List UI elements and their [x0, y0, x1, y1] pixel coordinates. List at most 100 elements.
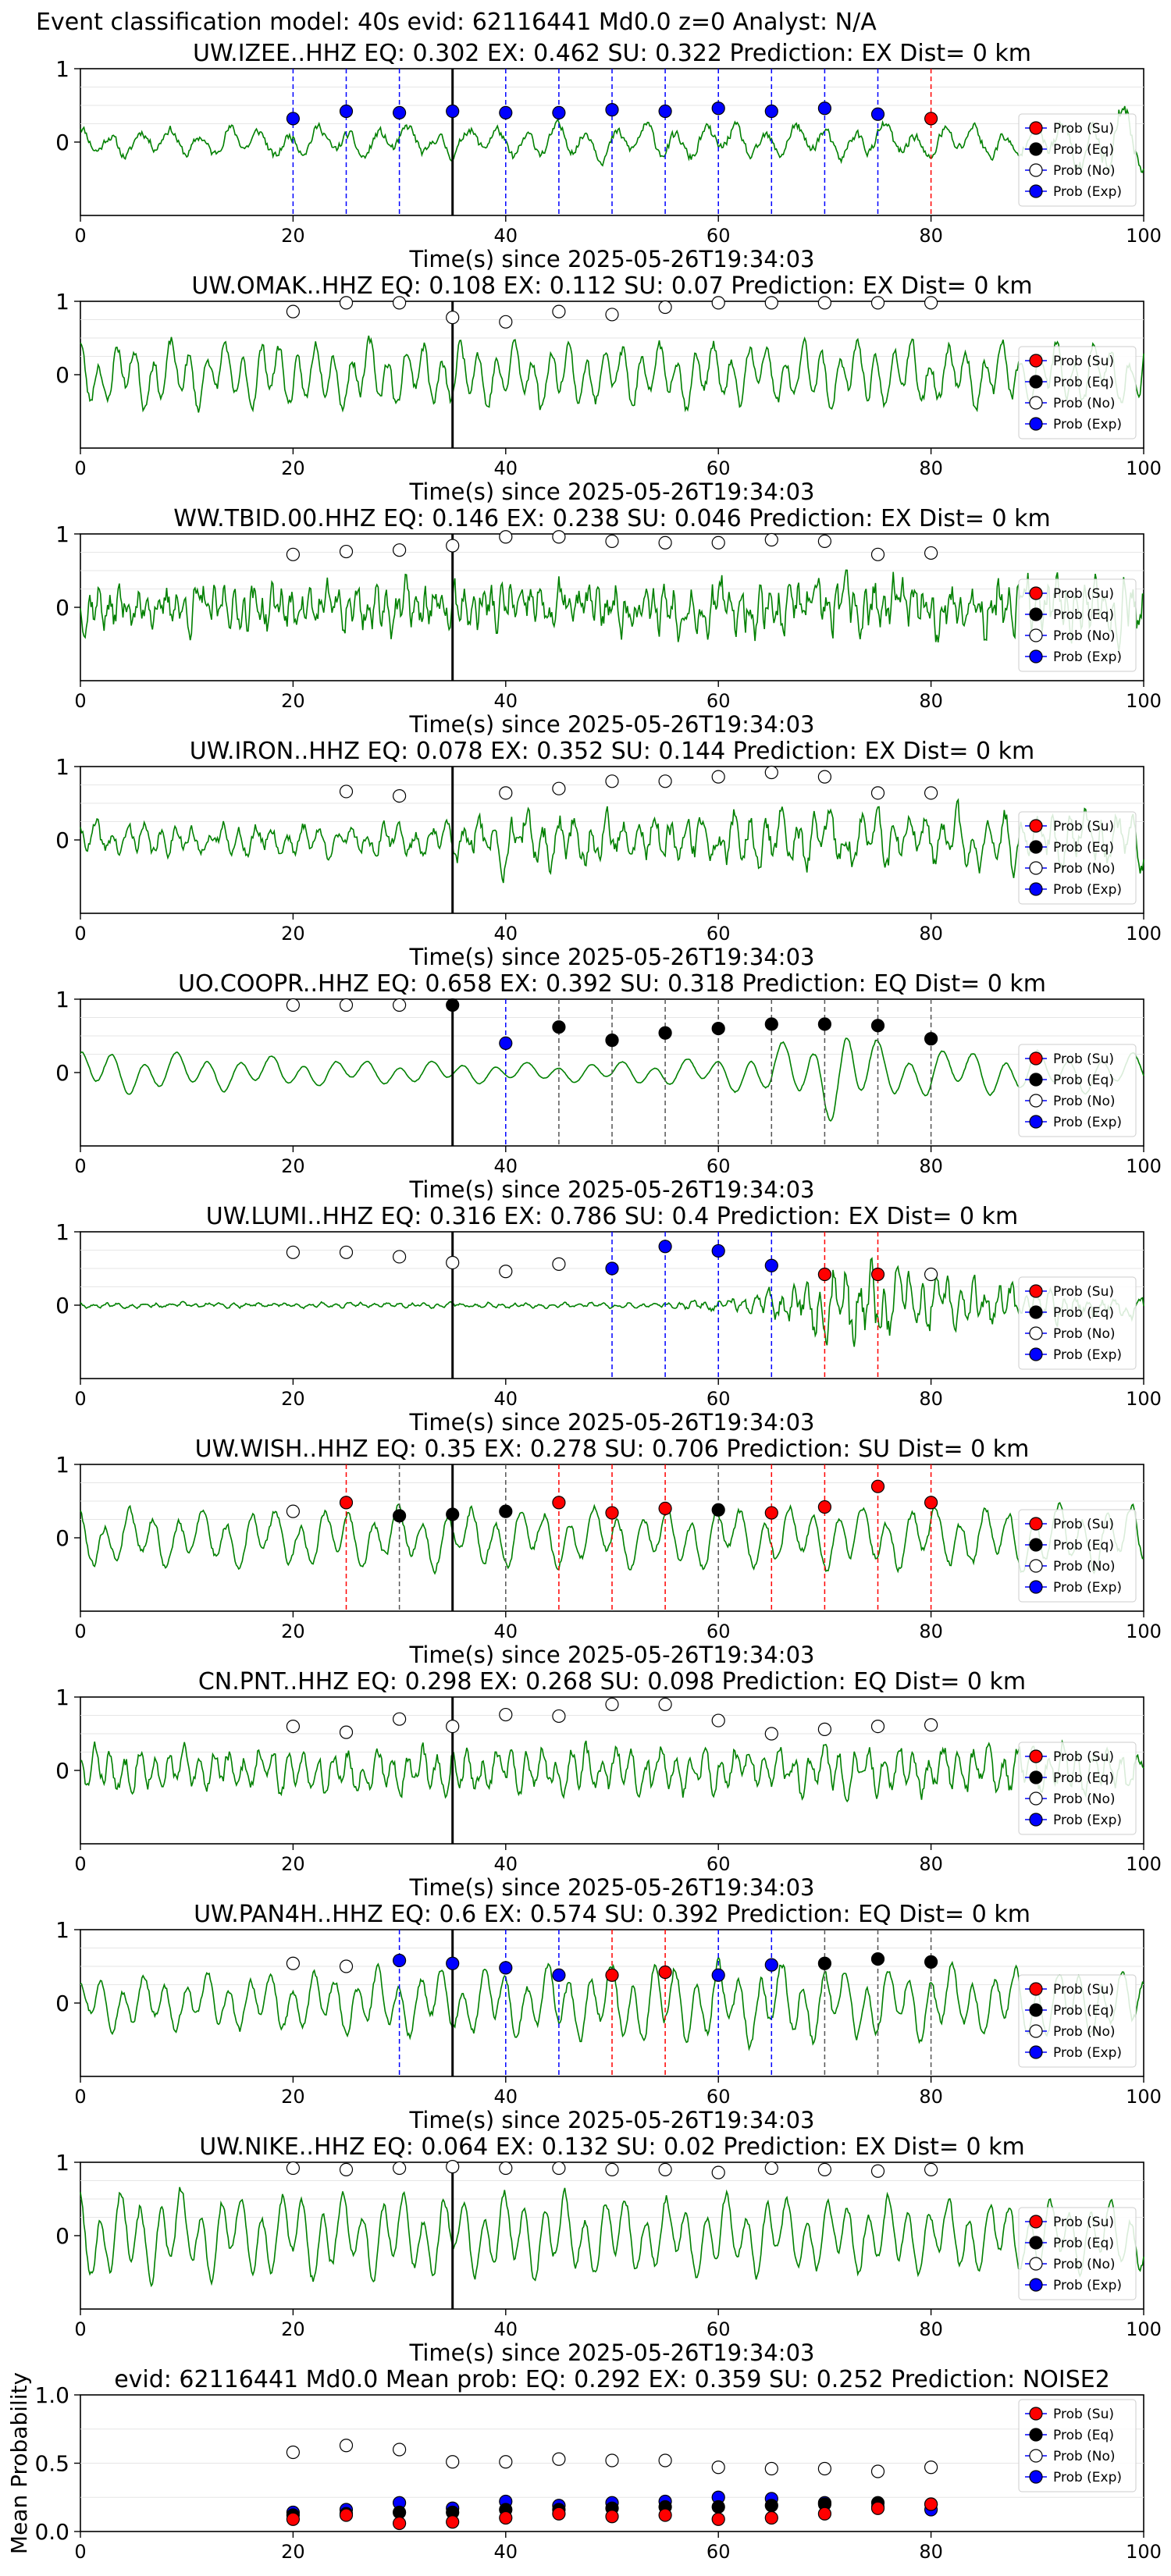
x-tick-label: 60	[707, 1621, 731, 1642]
prob-marker-no	[339, 296, 354, 310]
x-tick-label: 0	[74, 2318, 86, 2340]
legend-marker-su	[1029, 1982, 1043, 1996]
mean-marker-no	[605, 2453, 619, 2467]
legend-marker-su	[1029, 1051, 1043, 1066]
prob-marker-eq	[870, 1952, 885, 1966]
x-tick-label: 100	[1126, 457, 1162, 479]
prob-marker-no	[339, 998, 354, 1012]
legend-marker-no	[1029, 861, 1043, 875]
panel-title: evid: 62116441 Md0.0 Mean prob: EQ: 0.29…	[114, 2366, 1110, 2393]
prob-marker-su	[552, 1496, 566, 1510]
legend-marker-su	[1029, 1284, 1043, 1298]
panel-title: CN.PNT..HHZ EQ: 0.298 EX: 0.268 SU: 0.09…	[198, 1668, 1026, 1695]
prob-marker-exp	[764, 1258, 778, 1272]
prob-marker-su	[924, 1496, 938, 1510]
legend-label-su: Prob (Su)	[1053, 1749, 1114, 1765]
legend-box	[1018, 113, 1137, 207]
legend-label-su: Prob (Su)	[1053, 1051, 1114, 1067]
legend-label-su: Prob (Su)	[1053, 819, 1114, 834]
x-tick-label: 0	[74, 1853, 86, 1875]
prob-marker-no	[711, 770, 725, 784]
x-tick-label: 100	[1126, 2086, 1162, 2108]
x-tick-label: 80	[919, 690, 943, 712]
prob-marker-no	[286, 2161, 300, 2176]
x-tick-label: 20	[281, 1853, 305, 1875]
x-axis-label: Time(s) since 2025-05-26T19:34:03	[409, 711, 815, 738]
x-tick-label: 100	[1126, 225, 1162, 247]
station-panel: UW.IRON..HHZ EQ: 0.078 EX: 0.352 SU: 0.1…	[55, 738, 1162, 970]
legend-marker-eq	[1029, 1538, 1043, 1552]
prob-marker-exp	[499, 1961, 513, 1975]
mean-marker-no	[924, 2460, 938, 2475]
legend-label-su: Prob (Su)	[1053, 1517, 1114, 1532]
mean-marker-su	[658, 2508, 672, 2522]
legend-marker-exp	[1029, 1347, 1043, 1361]
prob-marker-no	[339, 785, 354, 799]
mean-marker-no	[446, 2455, 460, 2469]
mean-marker-eq	[711, 2500, 725, 2514]
x-tick-label: 0	[74, 1388, 86, 1410]
mean-marker-su	[499, 2510, 513, 2525]
y-tick-label: 0.5	[34, 2451, 69, 2477]
prob-marker-su	[817, 1500, 832, 1514]
legend-marker-exp	[1029, 2470, 1043, 2484]
legend-marker-eq	[1029, 1073, 1043, 1087]
prob-marker-no	[499, 315, 513, 329]
prob-marker-no	[658, 1697, 672, 1711]
prob-marker-no	[552, 1257, 566, 1271]
prob-marker-eq	[446, 1507, 460, 1521]
y-tick-label: 1.0	[34, 2382, 69, 2408]
x-tick-label: 100	[1126, 923, 1162, 945]
x-tick-label: 100	[1126, 2318, 1162, 2340]
prob-marker-su	[339, 1496, 354, 1510]
prob-marker-exp	[499, 1036, 513, 1051]
x-tick-label: 0	[74, 457, 86, 479]
legend-label-su: Prob (Su)	[1053, 586, 1114, 602]
legend-label-su: Prob (Su)	[1053, 2407, 1114, 2422]
y-tick-label: 0	[55, 1758, 69, 1784]
x-tick-label: 80	[919, 1621, 943, 1642]
prob-marker-no	[286, 547, 300, 561]
legend-marker-exp	[1029, 2278, 1043, 2292]
prob-marker-su	[658, 1965, 672, 1980]
mean-marker-su	[286, 2512, 300, 2526]
prob-marker-no	[393, 788, 407, 803]
waveform-trace	[80, 1257, 1144, 1347]
x-tick-label: 60	[707, 457, 731, 479]
x-tick-label: 80	[919, 2541, 943, 2563]
prob-marker-exp	[711, 1968, 725, 1982]
prob-marker-exp	[393, 1953, 407, 1968]
prob-marker-eq	[605, 1034, 619, 1048]
mean-marker-no	[393, 2443, 407, 2457]
legend-marker-su	[1029, 354, 1043, 368]
waveform-trace	[80, 2186, 1144, 2288]
y-tick-label: 0	[55, 1060, 69, 1086]
prob-marker-no	[764, 2161, 778, 2176]
legend-label-no: Prob (No)	[1053, 2257, 1116, 2272]
prob-marker-no	[552, 1709, 566, 1724]
prob-marker-no	[339, 1725, 354, 1739]
prob-marker-exp	[393, 105, 407, 119]
y-tick-label: 1	[55, 1219, 69, 1245]
prob-marker-no	[339, 1959, 354, 1973]
prob-marker-no	[658, 2162, 672, 2176]
x-tick-label: 80	[919, 2086, 943, 2108]
y-axis-label: Mean Probability	[6, 2372, 32, 2554]
prob-marker-no	[393, 1712, 407, 1726]
station-panel: UO.COOPR..HHZ EQ: 0.658 EX: 0.392 SU: 0.…	[55, 970, 1162, 1203]
mean-marker-su	[393, 2516, 407, 2531]
mean-marker-no	[658, 2453, 672, 2467]
prob-marker-no	[552, 781, 566, 795]
x-tick-label: 60	[707, 690, 731, 712]
prob-marker-no	[605, 1697, 619, 1711]
prob-marker-no	[658, 535, 672, 550]
prob-marker-no	[446, 539, 460, 553]
mean-marker-su	[605, 2510, 619, 2524]
prob-marker-no	[339, 544, 354, 559]
legend-box	[1018, 2399, 1137, 2492]
prob-marker-eq	[499, 1504, 513, 1518]
x-axis-label: Time(s) since 2025-05-26T19:34:03	[409, 1642, 815, 1668]
prob-marker-no	[924, 2162, 938, 2176]
prob-marker-no	[711, 2165, 725, 2179]
